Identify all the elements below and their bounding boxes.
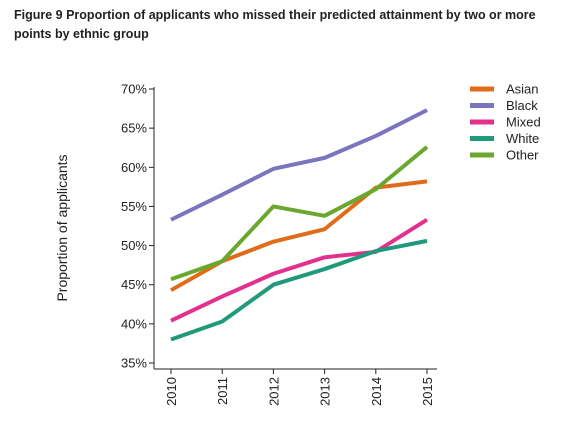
x-tick-label: 2013 [318,377,333,406]
y-tick-label: 65% [121,121,147,136]
series-line-other [170,145,429,282]
chart-axes [153,87,437,370]
y-axis-title: Proportion of applicants [54,154,70,301]
legend-label-other: Other [506,148,539,163]
x-tick-label: 2015 [420,377,435,406]
x-tick-label: 2012 [266,377,281,406]
series-line-black [170,108,428,222]
y-tick-label: 70% [121,82,147,97]
x-tick-label: 2011 [215,377,230,405]
y-tick-label: 50% [121,238,147,253]
x-axis-ticks: 2010 2011 2012 2013 2014 2015 [164,369,435,406]
y-tick-label: 45% [121,277,147,292]
y-axis-ticks: 35% 40% 45% 50% 55% 60% 65% 70% [121,82,154,371]
x-tick-label: 2014 [369,377,384,406]
series-line-asian [170,179,428,292]
legend-label-white: White [506,131,539,146]
legend-label-asian: Asian [506,82,539,97]
series-line-mixed [170,218,429,323]
legend-label-black: Black [506,98,538,113]
y-tick-label: 35% [121,356,147,371]
series-line-white [170,238,428,342]
legend-label-mixed: Mixed [506,115,541,130]
series-layer [170,108,429,342]
y-tick-label: 60% [121,160,147,175]
x-tick-label: 2010 [164,377,179,406]
y-tick-label: 55% [121,199,147,214]
figure-title: Figure 9 Proportion of applicants who mi… [14,8,536,41]
y-tick-label: 40% [121,316,147,331]
